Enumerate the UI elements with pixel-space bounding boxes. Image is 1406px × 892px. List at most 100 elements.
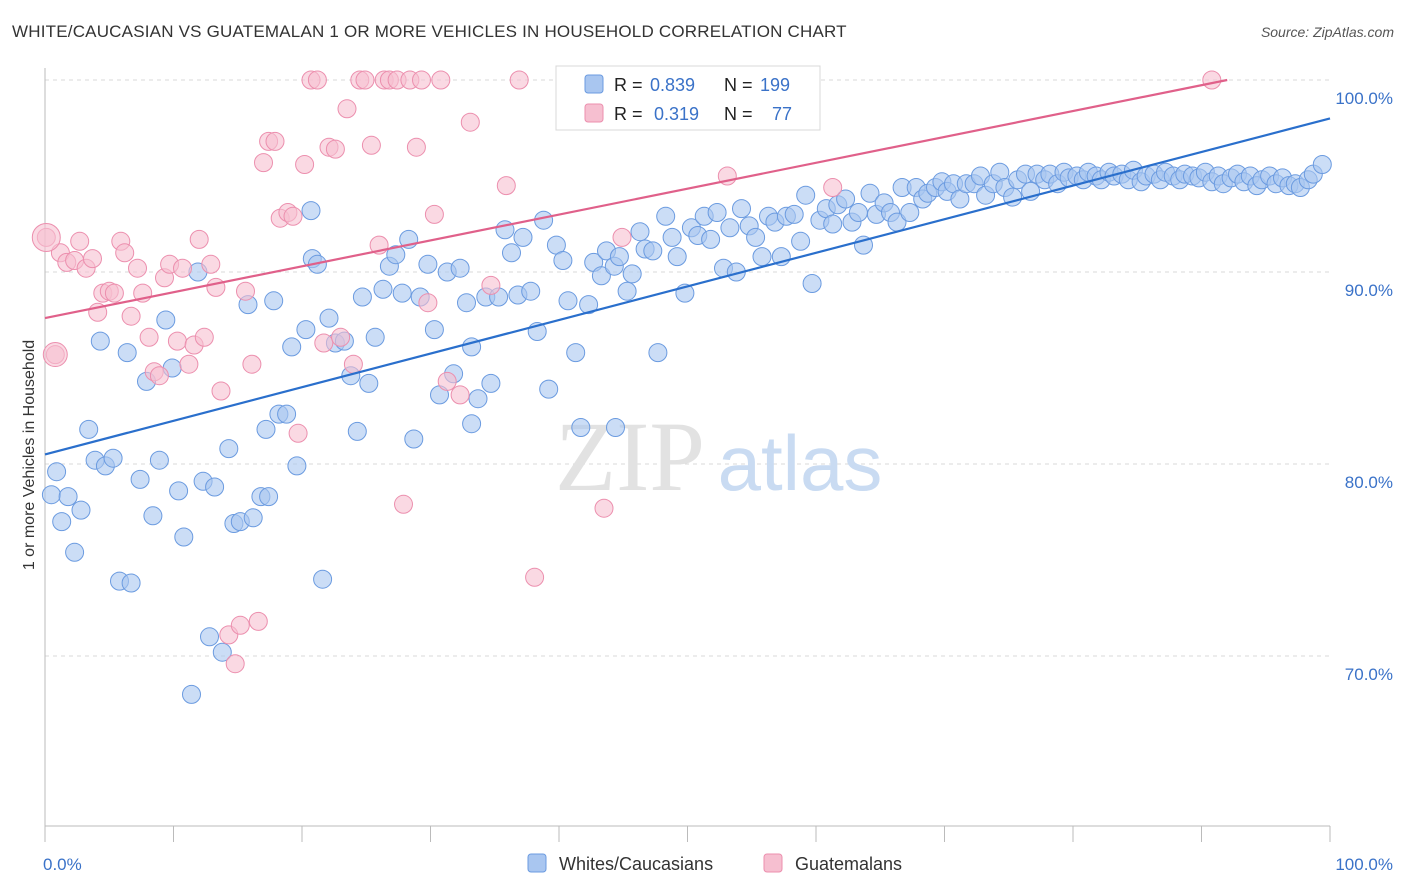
whites-point-86 [591,266,611,286]
whites-point-32 [243,508,263,528]
whites-point-28 [219,439,239,459]
whites-point-104 [707,203,727,222]
whites-point-110 [746,227,766,247]
whites-point-82 [566,343,586,363]
whites-point-22 [182,684,201,704]
guatemalans-trend-line [44,78,1228,320]
whites-point-69 [481,373,501,393]
guatemalans-point-51 [337,99,357,119]
guatemalans-point-50 [331,327,351,347]
legend-pink-r-label: R = [614,104,643,124]
whites-point-128 [860,183,880,203]
guatemalans-point-7 [83,249,102,269]
guatemalans-point-55 [361,135,381,155]
whites-point-90 [617,281,637,301]
guatemalans-point-68 [450,385,470,405]
guatemalans-point-71 [496,176,516,196]
guatemalans-point-28 [201,254,221,274]
whites-point-55 [392,283,412,303]
tick-labels: 100.0% 90.0% 80.0% 70.0% 0.0% 100.0% [43,89,1393,874]
whites-point-84 [579,295,599,315]
whites-point-119 [802,274,822,293]
axes [44,68,1331,842]
guatemalans-point-79 [1202,70,1222,90]
legend-pink-swatch [584,103,604,123]
whites-point-198 [1312,155,1332,174]
guatemalans-point-24 [179,354,199,374]
whites-point-103 [701,229,721,249]
legend-pink-n-label: N = [724,104,753,124]
whites-point-8 [90,331,110,351]
whites-point-75 [521,281,541,301]
guatemalans-point-43 [288,423,308,443]
guatemalans-point-73 [525,567,545,587]
series-whites-points [41,155,1332,704]
whites-point-54 [386,245,406,265]
legend-blue-swatch [584,74,604,94]
watermark-zip: ZIP [555,401,705,512]
guatemalans-point-52 [343,354,363,374]
legend-bottom-whites-swatch [527,853,547,873]
whites-point-25 [200,627,219,647]
legend-blue-r-value: 0.839 [650,75,695,95]
whites-point-49 [352,287,372,307]
guatemalans-point-11 [104,283,124,303]
guatemalans-point-19 [149,366,169,386]
whites-point-27 [212,642,232,662]
guatemalans-large-point-0 [31,222,61,252]
whites-point-91 [622,264,642,284]
whites-point-97 [662,227,682,247]
whites-point-98 [667,247,687,267]
guatemalans-point-49 [325,139,345,159]
whites-point-51 [365,327,385,347]
whites-point-26 [205,477,225,497]
guatemalans-point-22 [167,331,187,351]
whites-point-1 [47,462,67,482]
whites-point-57 [404,429,424,449]
whites-point-200 [259,487,279,507]
guatemalans-point-35 [242,354,262,374]
guatemalans-point-69 [460,112,480,132]
legend-bottom-guatemalans-swatch [763,853,783,873]
whites-point-89 [609,247,629,267]
guatemalans-point-36 [248,611,268,631]
source-credit: Source: ZipAtlas.com [1260,24,1394,40]
legend-blue-r-label: R = [614,75,643,95]
whites-point-5 [71,500,91,520]
chart-title: WHITE/CAUCASIAN VS GUATEMALAN 1 OR MORE … [12,22,847,41]
legend-blue-n-value: 199 [760,75,790,95]
legend-pink-n-value: 77 [772,104,792,124]
legend-bottom-whites-label: Whites/Caucasians [559,854,713,874]
whites-point-43 [313,569,333,589]
whites-point-83 [571,418,591,437]
guatemalans-point-17 [139,327,159,347]
y-tick-label-1: 90.0% [1345,281,1393,300]
series-guatemalans-points [31,70,1222,674]
y-tick-label-2: 80.0% [1345,473,1393,492]
y-axis-label: 1 or more Vehicles in Household [21,340,38,570]
whites-point-35 [264,291,284,311]
whites-point-134 [900,203,920,222]
whites-point-21 [174,527,194,547]
whites-point-96 [656,206,676,226]
whites-point-12 [117,343,137,363]
whites-point-65 [457,293,476,313]
guatemalans-point-62 [406,137,426,157]
whites-point-77 [534,210,554,230]
trend-lines [44,78,1331,456]
whites-point-118 [796,185,816,205]
whites-point-39 [287,456,307,476]
whites-point-6 [79,419,99,439]
whites-point-199 [301,201,321,221]
guatemalans-point-44 [295,155,315,174]
whites-point-60 [424,320,444,340]
whites-point-18 [156,310,176,330]
guatemalans-point-23 [173,258,192,278]
guatemalans-point-78 [823,178,843,197]
guatemalans-point-39 [265,131,285,151]
legend-pink-r-value: 0.319 [654,104,699,124]
whites-point-3 [58,487,78,507]
legend-top: R = 0.839 N = 199 R = 0.319 N = 77 [555,65,821,131]
whites-point-124 [836,189,856,209]
y-tick-label-3: 70.0% [1345,665,1393,684]
